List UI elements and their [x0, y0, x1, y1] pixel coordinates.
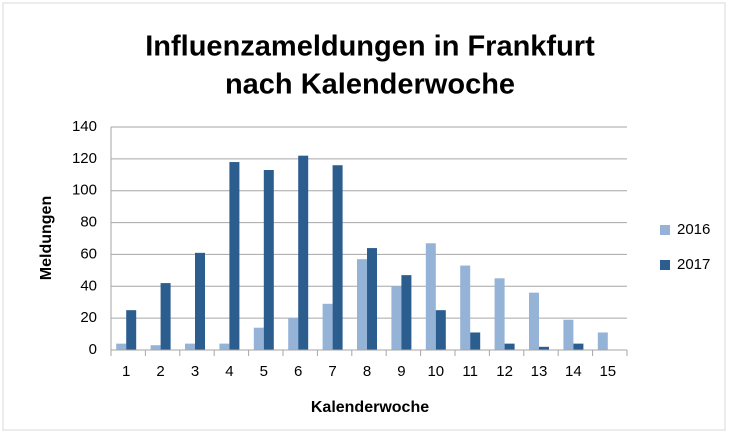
bar [160, 283, 171, 350]
y-tick-label: 140 [72, 118, 97, 135]
bar [367, 248, 377, 350]
x-tick-label: 6 [294, 363, 302, 380]
bar [116, 343, 127, 350]
y-tick-label: 80 [80, 214, 97, 231]
bar [263, 170, 274, 350]
bar [126, 310, 137, 350]
bar [539, 346, 549, 350]
x-tick-label: 9 [397, 363, 405, 380]
bar [357, 259, 367, 350]
bar [332, 165, 343, 350]
legend-label: 2016 [677, 221, 710, 238]
x-tick-label: 1 [122, 363, 130, 380]
bar [288, 318, 299, 350]
bar [298, 155, 309, 350]
bar [563, 319, 574, 350]
x-tick-label: 15 [599, 363, 616, 380]
bar [460, 265, 471, 350]
y-tick-label: 0 [89, 341, 97, 358]
x-tick-label: 10 [427, 363, 444, 380]
bar [219, 343, 230, 350]
chart-title: nach Kalenderwoche [225, 69, 515, 101]
bar [322, 303, 333, 350]
bar [529, 292, 539, 350]
bar [597, 332, 608, 350]
bar [470, 332, 481, 350]
chart-title: Influenzameldungen in Frankfurt [145, 31, 595, 63]
x-tick-label: 2 [156, 363, 164, 380]
bar [494, 278, 505, 350]
x-tick-label: 14 [565, 363, 582, 380]
x-axis-title: Kalenderwoche [311, 399, 429, 416]
bar [195, 252, 205, 350]
bar [391, 286, 402, 350]
y-tick-label: 20 [80, 309, 97, 326]
bar [150, 345, 161, 350]
y-tick-label: 60 [80, 245, 97, 262]
bar [573, 343, 584, 350]
x-tick-label: 4 [225, 363, 233, 380]
chart-frame [2, 2, 726, 431]
bar [185, 343, 195, 350]
x-tick-label: 5 [260, 363, 268, 380]
x-tick-label: 12 [496, 363, 513, 380]
y-tick-label: 40 [80, 277, 97, 294]
y-tick-label: 100 [72, 182, 97, 199]
x-tick-label: 11 [462, 363, 478, 380]
bar [253, 327, 264, 350]
x-tick-label: 8 [363, 363, 371, 380]
y-axis-title: Meldungen [38, 196, 55, 280]
bar [435, 310, 446, 350]
bar [401, 275, 412, 350]
bar [229, 162, 240, 350]
legend-swatch [660, 260, 670, 270]
legend-swatch [660, 225, 670, 235]
x-tick-label: 13 [531, 363, 548, 380]
y-tick-label: 120 [72, 150, 97, 167]
bar [425, 243, 436, 350]
bar [504, 343, 515, 350]
legend-label: 2017 [677, 256, 710, 273]
x-tick-label: 7 [328, 363, 336, 380]
x-tick-label: 3 [191, 363, 199, 380]
